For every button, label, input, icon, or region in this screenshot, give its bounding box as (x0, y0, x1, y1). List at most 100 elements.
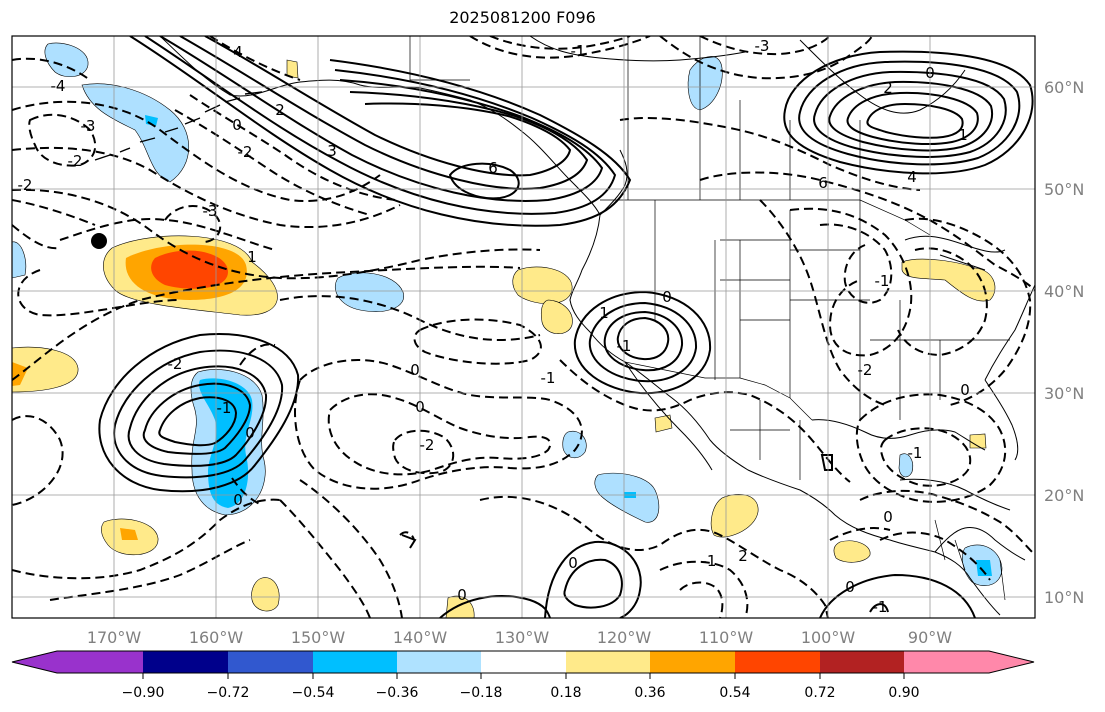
contour-dashed (859, 489, 1035, 556)
shading-weak-pos (710, 494, 759, 538)
contour-solid (603, 310, 684, 372)
contour-dashed (879, 531, 991, 581)
location-marker (91, 233, 107, 249)
contour-label: 0 (845, 578, 855, 596)
contour-solid (820, 454, 833, 471)
gulf-coast (811, 419, 986, 451)
us-state-lines (654, 200, 1010, 420)
colorbar-tick-label: 0.18 (550, 685, 581, 701)
contour-label: 4 (907, 168, 917, 186)
longitude-tick-label: 150°W (291, 628, 346, 647)
shading-weak-pos (286, 59, 299, 79)
longitude-tick-label: 90°W (908, 628, 952, 647)
contour-dashed (819, 223, 893, 304)
shading-weak-pos (654, 414, 673, 433)
colorbar-segment (143, 651, 228, 673)
contour-dashed (12, 415, 64, 506)
contour-dashed (279, 499, 371, 618)
colorbar-tick-label: 0.36 (634, 685, 665, 701)
latitude-tick-label: 50°N (1044, 180, 1084, 199)
contour-label: -1 (908, 444, 923, 462)
latitude-tick-label: 40°N (1044, 282, 1084, 301)
contour-dashed (12, 498, 281, 580)
longitude-tick-label: 170°W (87, 628, 142, 647)
contour-dashed (619, 116, 921, 191)
contour-label: 0 (568, 554, 578, 572)
colorbar-segment (904, 651, 989, 673)
grid-lines (12, 36, 1035, 618)
colorbar-tick-label: −0.54 (292, 685, 335, 701)
contour-dashed (12, 188, 541, 280)
shading-layer (12, 42, 1003, 618)
contour-dashed (209, 36, 301, 81)
contour-label: 1 (599, 304, 609, 322)
contour-label: -1 (873, 598, 888, 616)
contour-solid (448, 162, 520, 200)
contour-solid (158, 396, 238, 447)
contour-label: -3 (755, 37, 770, 55)
colorbar-max-extend (989, 651, 1034, 673)
contour-dashed (12, 265, 521, 381)
contour-dashed (904, 217, 1032, 406)
contour-dashed (880, 427, 972, 487)
contour-solid (401, 534, 417, 549)
contour-label: 2 (275, 101, 285, 119)
contour-label: -1 (617, 337, 632, 355)
contour-label: 0 (883, 508, 893, 526)
map-title: 2025081200 F096 (449, 8, 596, 27)
colorbar-segment (650, 651, 735, 673)
contour-label: -2 (18, 176, 33, 194)
shading-weak-neg (898, 453, 913, 478)
shading-weak-neg (687, 56, 723, 111)
contour-dashed (855, 393, 1007, 503)
contour-label: -1 (217, 399, 232, 417)
contour-solid (98, 333, 300, 493)
shading-mid-pos (120, 528, 138, 540)
colorbar-tick-label: 0.72 (804, 685, 835, 701)
shading-weak-neg (12, 241, 27, 279)
hudson-bay (799, 39, 966, 114)
contour-dashed (659, 560, 749, 618)
contour-label: 1 (958, 126, 968, 144)
contour-solid (563, 558, 623, 609)
colorbar-outline (11, 650, 1035, 674)
colorbar: −0.90 −0.72 −0.54 −0.36 −0.18 0.18 0.36 0.54 0.7… (11, 650, 1035, 701)
contour-dashed (164, 204, 222, 243)
contour-dashed (469, 36, 651, 59)
contour-solid (142, 382, 252, 455)
north-american-coast (569, 214, 1001, 616)
contour-label: -2 (420, 436, 435, 454)
shading-weak-neg (334, 272, 404, 312)
contour-label: -1 (571, 42, 586, 60)
contour-solid (439, 595, 551, 618)
mexico-states (730, 400, 801, 480)
colorbar-tick-label: 0.90 (888, 685, 919, 701)
contour-solid (127, 365, 268, 467)
contour-label: -1 (541, 369, 556, 387)
contour-label: 0 (662, 288, 672, 306)
negative-contours (12, 36, 1035, 618)
contour-dashed (679, 581, 724, 618)
contour-label: 0 (410, 361, 420, 379)
shading-weak-pos (901, 258, 996, 302)
contour-dashed (489, 36, 631, 50)
east-coast (984, 284, 1035, 381)
contour-label: 1 (247, 248, 257, 266)
contour-label: 2 (883, 79, 893, 97)
contour-solid (828, 80, 994, 152)
contour-solid (869, 603, 889, 613)
contour-solid (846, 91, 979, 146)
latitude-tick-label: 60°N (1044, 78, 1084, 97)
contour-dashed (189, 94, 396, 201)
contour-label: 0 (960, 381, 970, 399)
contour-label: -1 (702, 552, 717, 570)
contour-dashed (829, 527, 891, 541)
colorbar-tick-label: −0.36 (376, 685, 419, 701)
colorbar-segment (481, 651, 566, 673)
alaska-canada-border (409, 36, 470, 81)
central-america-borders (934, 519, 1006, 601)
contour-solid (783, 50, 1034, 175)
colorbar-segment (228, 651, 313, 673)
contour-dashed (399, 531, 415, 541)
shading-weak-neg (562, 430, 587, 459)
